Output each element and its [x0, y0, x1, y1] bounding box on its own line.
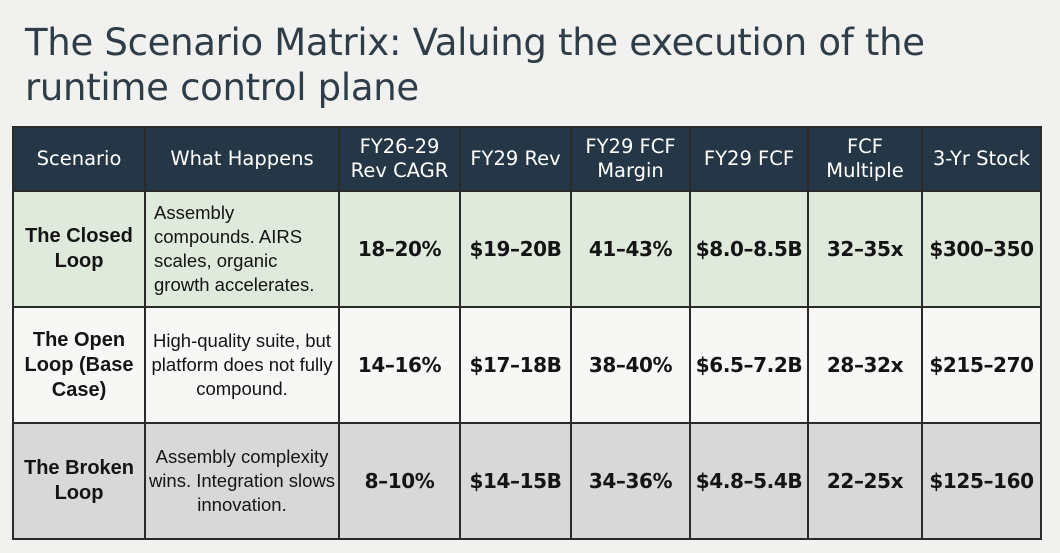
fcf-margin-cell: 38–40% — [570, 306, 691, 424]
rev-cagr-cell: 8–10% — [338, 422, 461, 540]
table-row: The Open Loop (Base Case) High-quality s… — [12, 306, 1042, 424]
fy29-fcf-cell: $6.5–7.2B — [689, 306, 809, 424]
fy29-fcf-cell: $4.8–5.4B — [689, 422, 809, 540]
fy29-rev-cell: $17–18B — [459, 306, 572, 424]
table-row: The Closed Loop Assembly compounds. AIRS… — [12, 190, 1042, 308]
scenario-cell: The Broken Loop — [12, 422, 146, 540]
what-happens-cell: Assembly compounds. AIRS scales, organic… — [144, 190, 340, 308]
fcf-multiple-cell: 32–35x — [807, 190, 923, 308]
stock-cell: $125–160 — [921, 422, 1042, 540]
fy29-fcf-cell: $8.0–8.5B — [689, 190, 809, 308]
header-what-happens: What Happens — [144, 126, 340, 192]
fcf-margin-cell: 41–43% — [570, 190, 691, 308]
stock-cell: $215–270 — [921, 306, 1042, 424]
header-rev-cagr: FY26-29 Rev CAGR — [338, 126, 461, 192]
fcf-multiple-cell: 22–25x — [807, 422, 923, 540]
scenario-cell: The Closed Loop — [12, 190, 146, 308]
header-fcf-margin: FY29 FCF Margin — [570, 126, 691, 192]
page-title: The Scenario Matrix: Valuing the executi… — [25, 21, 925, 109]
fy29-rev-cell: $14–15B — [459, 422, 572, 540]
header-fcf-multiple: FCF Multiple — [807, 126, 923, 192]
table-row: The Broken Loop Assembly complexity wins… — [12, 422, 1042, 540]
rev-cagr-cell: 14–16% — [338, 306, 461, 424]
header-3yr-stock: 3-Yr Stock — [921, 126, 1042, 192]
fcf-margin-cell: 34–36% — [570, 422, 691, 540]
what-happens-cell: Assembly complexity wins. Integration sl… — [144, 422, 340, 540]
rev-cagr-cell: 18–20% — [338, 190, 461, 308]
header-fy29-rev: FY29 Rev — [459, 126, 572, 192]
fcf-multiple-cell: 28–32x — [807, 306, 923, 424]
scenario-cell: The Open Loop (Base Case) — [12, 306, 146, 424]
fy29-rev-cell: $19–20B — [459, 190, 572, 308]
what-happens-cell: High-quality suite, but platform does no… — [144, 306, 340, 424]
table-header-row: Scenario What Happens FY26-29 Rev CAGR F… — [12, 126, 1042, 192]
header-scenario: Scenario — [12, 126, 146, 192]
header-fy29-fcf: FY29 FCF — [689, 126, 809, 192]
stock-cell: $300–350 — [921, 190, 1042, 308]
scenario-matrix-table: Scenario What Happens FY26-29 Rev CAGR F… — [12, 126, 1042, 540]
